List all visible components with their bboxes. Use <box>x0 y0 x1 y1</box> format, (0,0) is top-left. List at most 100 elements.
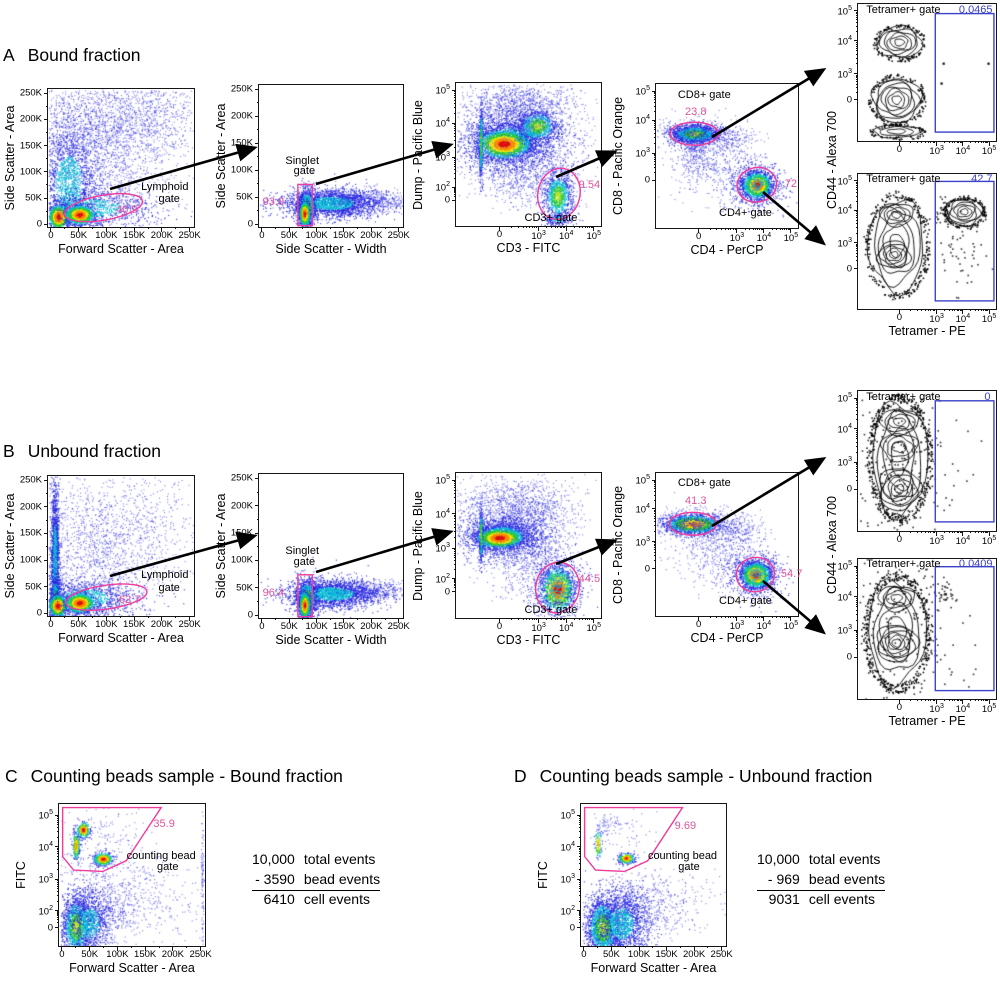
tetramer-cd44-cd4-plot-bound-gates <box>934 180 995 302</box>
tick-mark <box>56 819 59 821</box>
tick-mark <box>56 916 59 918</box>
tick-mark <box>855 11 858 13</box>
math-bead-value: - 3590 <box>252 870 304 891</box>
tick-mark <box>962 699 964 704</box>
panel-c-text: Counting beads sample - Bound fraction <box>30 766 343 786</box>
gate-percentage: 42.7 <box>971 173 993 186</box>
x-tick-label: 100K <box>305 230 328 241</box>
cd4-cd8-plot-unbound: 0 103 104 105 0 103 104 105 CD4 - PerCP CD8 - Pac… <box>611 472 802 645</box>
tick-mark <box>578 847 581 849</box>
tick-mark <box>961 699 963 702</box>
tick-mark <box>133 227 135 232</box>
tick-mark <box>921 141 923 144</box>
panel-c-title: C Counting beads sample - Bound fraction <box>5 766 343 787</box>
tick-mark <box>588 226 590 229</box>
y-tick-label: 102 <box>435 573 450 586</box>
tick-mark <box>757 616 759 619</box>
tick-mark <box>92 227 94 230</box>
tick-mark <box>855 244 858 246</box>
y-axis-label: CD8 - Pacific Orange <box>611 96 625 216</box>
tick-mark <box>536 618 538 621</box>
tick-mark <box>653 129 656 131</box>
tick-mark <box>855 601 858 603</box>
tick-mark <box>189 616 191 621</box>
tick-mark <box>927 141 929 144</box>
tick-mark <box>56 910 59 912</box>
cd44-axis-label-bound: CD44 - Alexa 700 <box>825 111 839 209</box>
tick-mark <box>653 549 656 551</box>
x-tick-label: 200K <box>150 230 173 241</box>
tick-mark <box>853 268 858 269</box>
tick-mark <box>855 86 858 88</box>
tick-mark <box>980 309 982 312</box>
tick-mark <box>564 618 566 621</box>
tick-mark <box>921 531 923 534</box>
y-tick-label: 103 <box>435 151 450 164</box>
tick-mark <box>855 217 858 219</box>
tick-mark <box>855 609 858 611</box>
tick-mark <box>453 106 456 108</box>
y-tick-label: 150K <box>230 137 253 149</box>
tick-mark <box>43 612 48 614</box>
tick-mark <box>578 863 581 865</box>
tick-mark <box>56 853 59 855</box>
tick-mark <box>984 699 986 702</box>
tick-mark <box>855 31 858 33</box>
tick-mark <box>855 226 858 228</box>
tick-mark <box>578 913 581 915</box>
y-tick-label: 0 <box>569 921 575 933</box>
tick-mark <box>855 634 858 636</box>
tick-mark <box>954 309 956 312</box>
tick-mark <box>453 94 456 96</box>
y-axis-label: Dump - Pacific Blue <box>411 490 425 601</box>
y-tick-label: 0 <box>47 921 53 933</box>
tick-mark <box>855 568 858 570</box>
tick-mark <box>499 226 500 231</box>
tick-mark <box>453 569 456 571</box>
x-tick-label: 0 <box>896 534 903 545</box>
tick-mark <box>453 585 456 587</box>
tick-mark <box>43 506 48 508</box>
tick-mark <box>56 918 59 920</box>
tick-mark <box>453 190 456 192</box>
tick-mark <box>855 186 858 188</box>
tick-mark <box>92 616 94 619</box>
tick-mark <box>771 616 773 619</box>
y-tick-label: 104 <box>837 422 852 436</box>
math-row-cell: 9031 cell events <box>757 891 885 911</box>
tick-mark <box>453 583 456 585</box>
tick-mark <box>653 542 656 544</box>
tick-mark <box>453 481 456 483</box>
cd8-gate-outline <box>669 121 720 146</box>
x-tick-label: 250K <box>387 621 410 632</box>
panel-b-letter: B <box>3 441 15 461</box>
tick-mark <box>536 226 538 229</box>
lymphoid-gate-outline <box>65 583 148 611</box>
tick-mark <box>653 92 656 94</box>
gate-label: CD3+ gate <box>524 212 578 225</box>
tick-mark <box>186 946 188 949</box>
tick-mark <box>517 226 519 229</box>
tick-mark <box>698 228 700 233</box>
tick-mark <box>855 400 858 402</box>
tick-mark <box>105 616 107 621</box>
tick-mark <box>855 79 858 81</box>
cd44-axis-label-unbound: CD44 - Alexa 700 <box>825 496 839 594</box>
tick-mark <box>930 141 932 144</box>
tick-mark <box>855 570 858 572</box>
tick-mark <box>538 618 540 623</box>
y-tick-label: 104 <box>837 590 852 604</box>
x-tick-label: 150K <box>134 949 157 960</box>
tick-mark <box>451 513 456 515</box>
tick-mark <box>974 531 976 534</box>
x-tick-label: 0 <box>896 144 903 155</box>
gate-label: Tetramer+ gate <box>866 391 941 404</box>
tetramer-cd44-cd8-plot-bound-gates <box>934 12 995 133</box>
tick-mark <box>453 96 456 98</box>
tick-mark <box>651 508 656 510</box>
tick-mark <box>855 75 858 77</box>
tick-mark <box>651 90 656 92</box>
tick-mark <box>45 493 48 494</box>
tick-mark <box>453 484 456 486</box>
tick-mark <box>853 180 858 182</box>
